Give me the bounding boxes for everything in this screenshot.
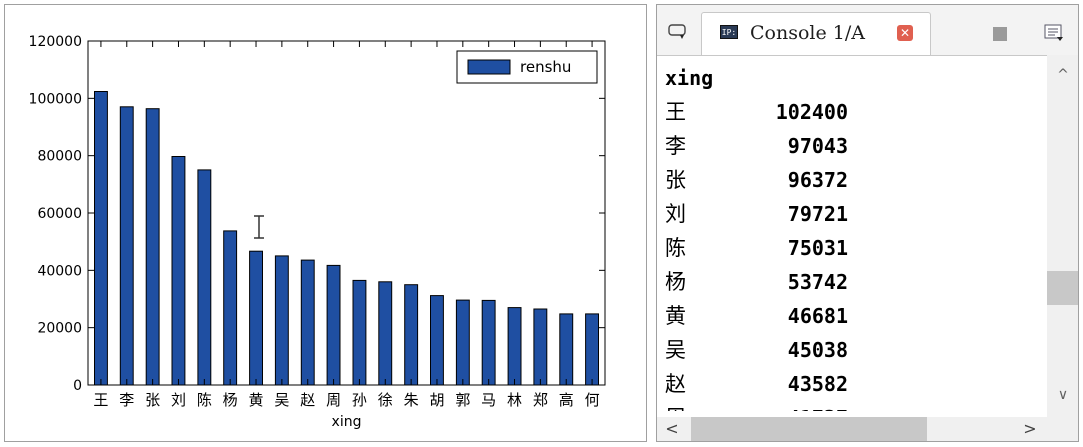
bar — [326, 264, 341, 386]
console-row-value: 97043 — [787, 134, 848, 158]
ipython-console-icon: IP: — [720, 25, 738, 39]
console-row-name: 吴 — [665, 338, 686, 362]
scroll-corner — [1047, 417, 1078, 441]
console-tab-bar: IP: Console 1/A ✕ — [657, 5, 1078, 56]
vertical-scroll-thumb[interactable] — [1047, 271, 1078, 305]
x-tick-label: 高 — [559, 391, 574, 409]
bar — [507, 307, 522, 386]
chart-panel: 0 20000 40000 60000 80000 100000 120000 王李张刘陈杨黄… — [4, 4, 647, 442]
scroll-up-icon[interactable]: ^ — [1057, 67, 1069, 83]
bar — [559, 313, 574, 386]
y-tick-label: 100000 — [29, 91, 82, 107]
plot-frame — [87, 40, 606, 386]
legend-swatch — [467, 59, 511, 75]
console-menu-icon[interactable] — [667, 23, 689, 41]
x-tick-label: 郭 — [455, 391, 470, 409]
scroll-down-icon[interactable]: ∨ — [1057, 387, 1069, 403]
horizontal-scroll-thumb[interactable] — [691, 417, 927, 441]
x-tick-label: 何 — [585, 391, 600, 409]
x-tick-label: 吴 — [274, 391, 289, 409]
bar — [378, 281, 393, 386]
console-row-value: 41737 — [665, 401, 848, 411]
bar — [145, 108, 160, 386]
x-tick-label: 赵 — [300, 391, 315, 409]
bar — [533, 308, 548, 386]
close-tab-icon[interactable]: ✕ — [897, 25, 913, 41]
console-row-name: 刘 — [665, 202, 686, 226]
y-tick-label: 20000 — [37, 321, 82, 337]
console-row-name: 陈 — [665, 236, 686, 260]
console-panel: IP: Console 1/A ✕ xing 王 102400 李 97043 张 963… — [656, 4, 1079, 442]
console-row-value: 102400 — [775, 100, 848, 124]
console-output[interactable]: xing 王 102400 李 97043 张 96372 刘 79721 陈 75031 杨 537… — [665, 61, 1045, 411]
x-tick-label: 马 — [481, 391, 496, 409]
x-tick-label: 刘 — [171, 391, 186, 409]
x-tick-label: 李 — [119, 391, 134, 409]
x-tick-label: 胡 — [429, 391, 444, 409]
bar — [171, 156, 186, 386]
console-row-name: 王 — [665, 100, 686, 124]
bar — [94, 91, 108, 386]
x-tick-label: 孙 — [352, 391, 367, 409]
x-tick-label: 周 — [326, 391, 341, 409]
x-tick-label: 黄 — [249, 391, 264, 409]
tab-console-label: Console 1/A — [750, 22, 865, 44]
bar — [352, 279, 367, 386]
stop-square-icon[interactable] — [993, 27, 1007, 41]
tab-console[interactable]: IP: Console 1/A ✕ — [701, 12, 931, 55]
x-tick-label: 杨 — [223, 391, 238, 409]
bar — [223, 230, 238, 386]
horizontal-scrollbar[interactable]: < > — [657, 417, 1047, 441]
bar — [300, 259, 315, 386]
legend-label: renshu — [520, 58, 571, 76]
x-tick-label: 徐 — [378, 391, 393, 409]
bar — [249, 250, 264, 386]
vertical-scrollbar[interactable]: ^ ∨ — [1047, 55, 1078, 417]
y-tick-label: 0 — [73, 378, 82, 394]
x-axis-label: xing — [332, 414, 362, 430]
console-row-name: 杨 — [665, 270, 686, 294]
bar — [585, 313, 599, 386]
x-tick-label: 郑 — [533, 391, 548, 409]
text-cursor-icon — [254, 215, 264, 239]
scroll-left-icon[interactable]: < — [665, 419, 679, 438]
scroll-right-icon[interactable]: > — [1023, 419, 1037, 438]
console-row-name: 周 — [665, 401, 686, 411]
console-row-name: 李 — [665, 134, 686, 158]
console-row-value: 43582 — [787, 372, 848, 396]
y-tick-label: 60000 — [37, 206, 82, 222]
console-row-value: 75031 — [787, 236, 848, 260]
bar — [197, 169, 212, 386]
bar-chart: 0 20000 40000 60000 80000 100000 120000 王李张刘陈杨黄… — [29, 34, 606, 430]
console-row-name: 赵 — [665, 372, 686, 396]
console-row-name: 张 — [665, 168, 686, 192]
x-tick-label: 陈 — [197, 391, 212, 409]
y-tick-label: 120000 — [29, 34, 82, 50]
console-header: xing — [665, 66, 714, 90]
x-tick-label: 林 — [507, 391, 522, 409]
console-row-name: 黄 — [665, 304, 686, 328]
console-row-value: 96372 — [787, 168, 848, 192]
bar — [404, 284, 419, 386]
view-menu-icon[interactable] — [1043, 23, 1065, 43]
console-row-value: 45038 — [787, 338, 848, 362]
bar — [455, 299, 470, 386]
console-row-value: 46681 — [787, 304, 848, 328]
console-row-value: 79721 — [787, 202, 848, 226]
bar — [481, 299, 496, 386]
bar — [274, 255, 289, 386]
y-tick-label: 40000 — [37, 263, 82, 279]
y-tick-label: 80000 — [37, 149, 82, 165]
x-tick-label: 张 — [145, 391, 160, 409]
bar — [430, 295, 444, 386]
x-tick-label: 朱 — [404, 391, 419, 409]
console-row-value: 53742 — [787, 270, 848, 294]
x-tick-label: 王 — [93, 391, 108, 409]
bar — [119, 106, 134, 386]
